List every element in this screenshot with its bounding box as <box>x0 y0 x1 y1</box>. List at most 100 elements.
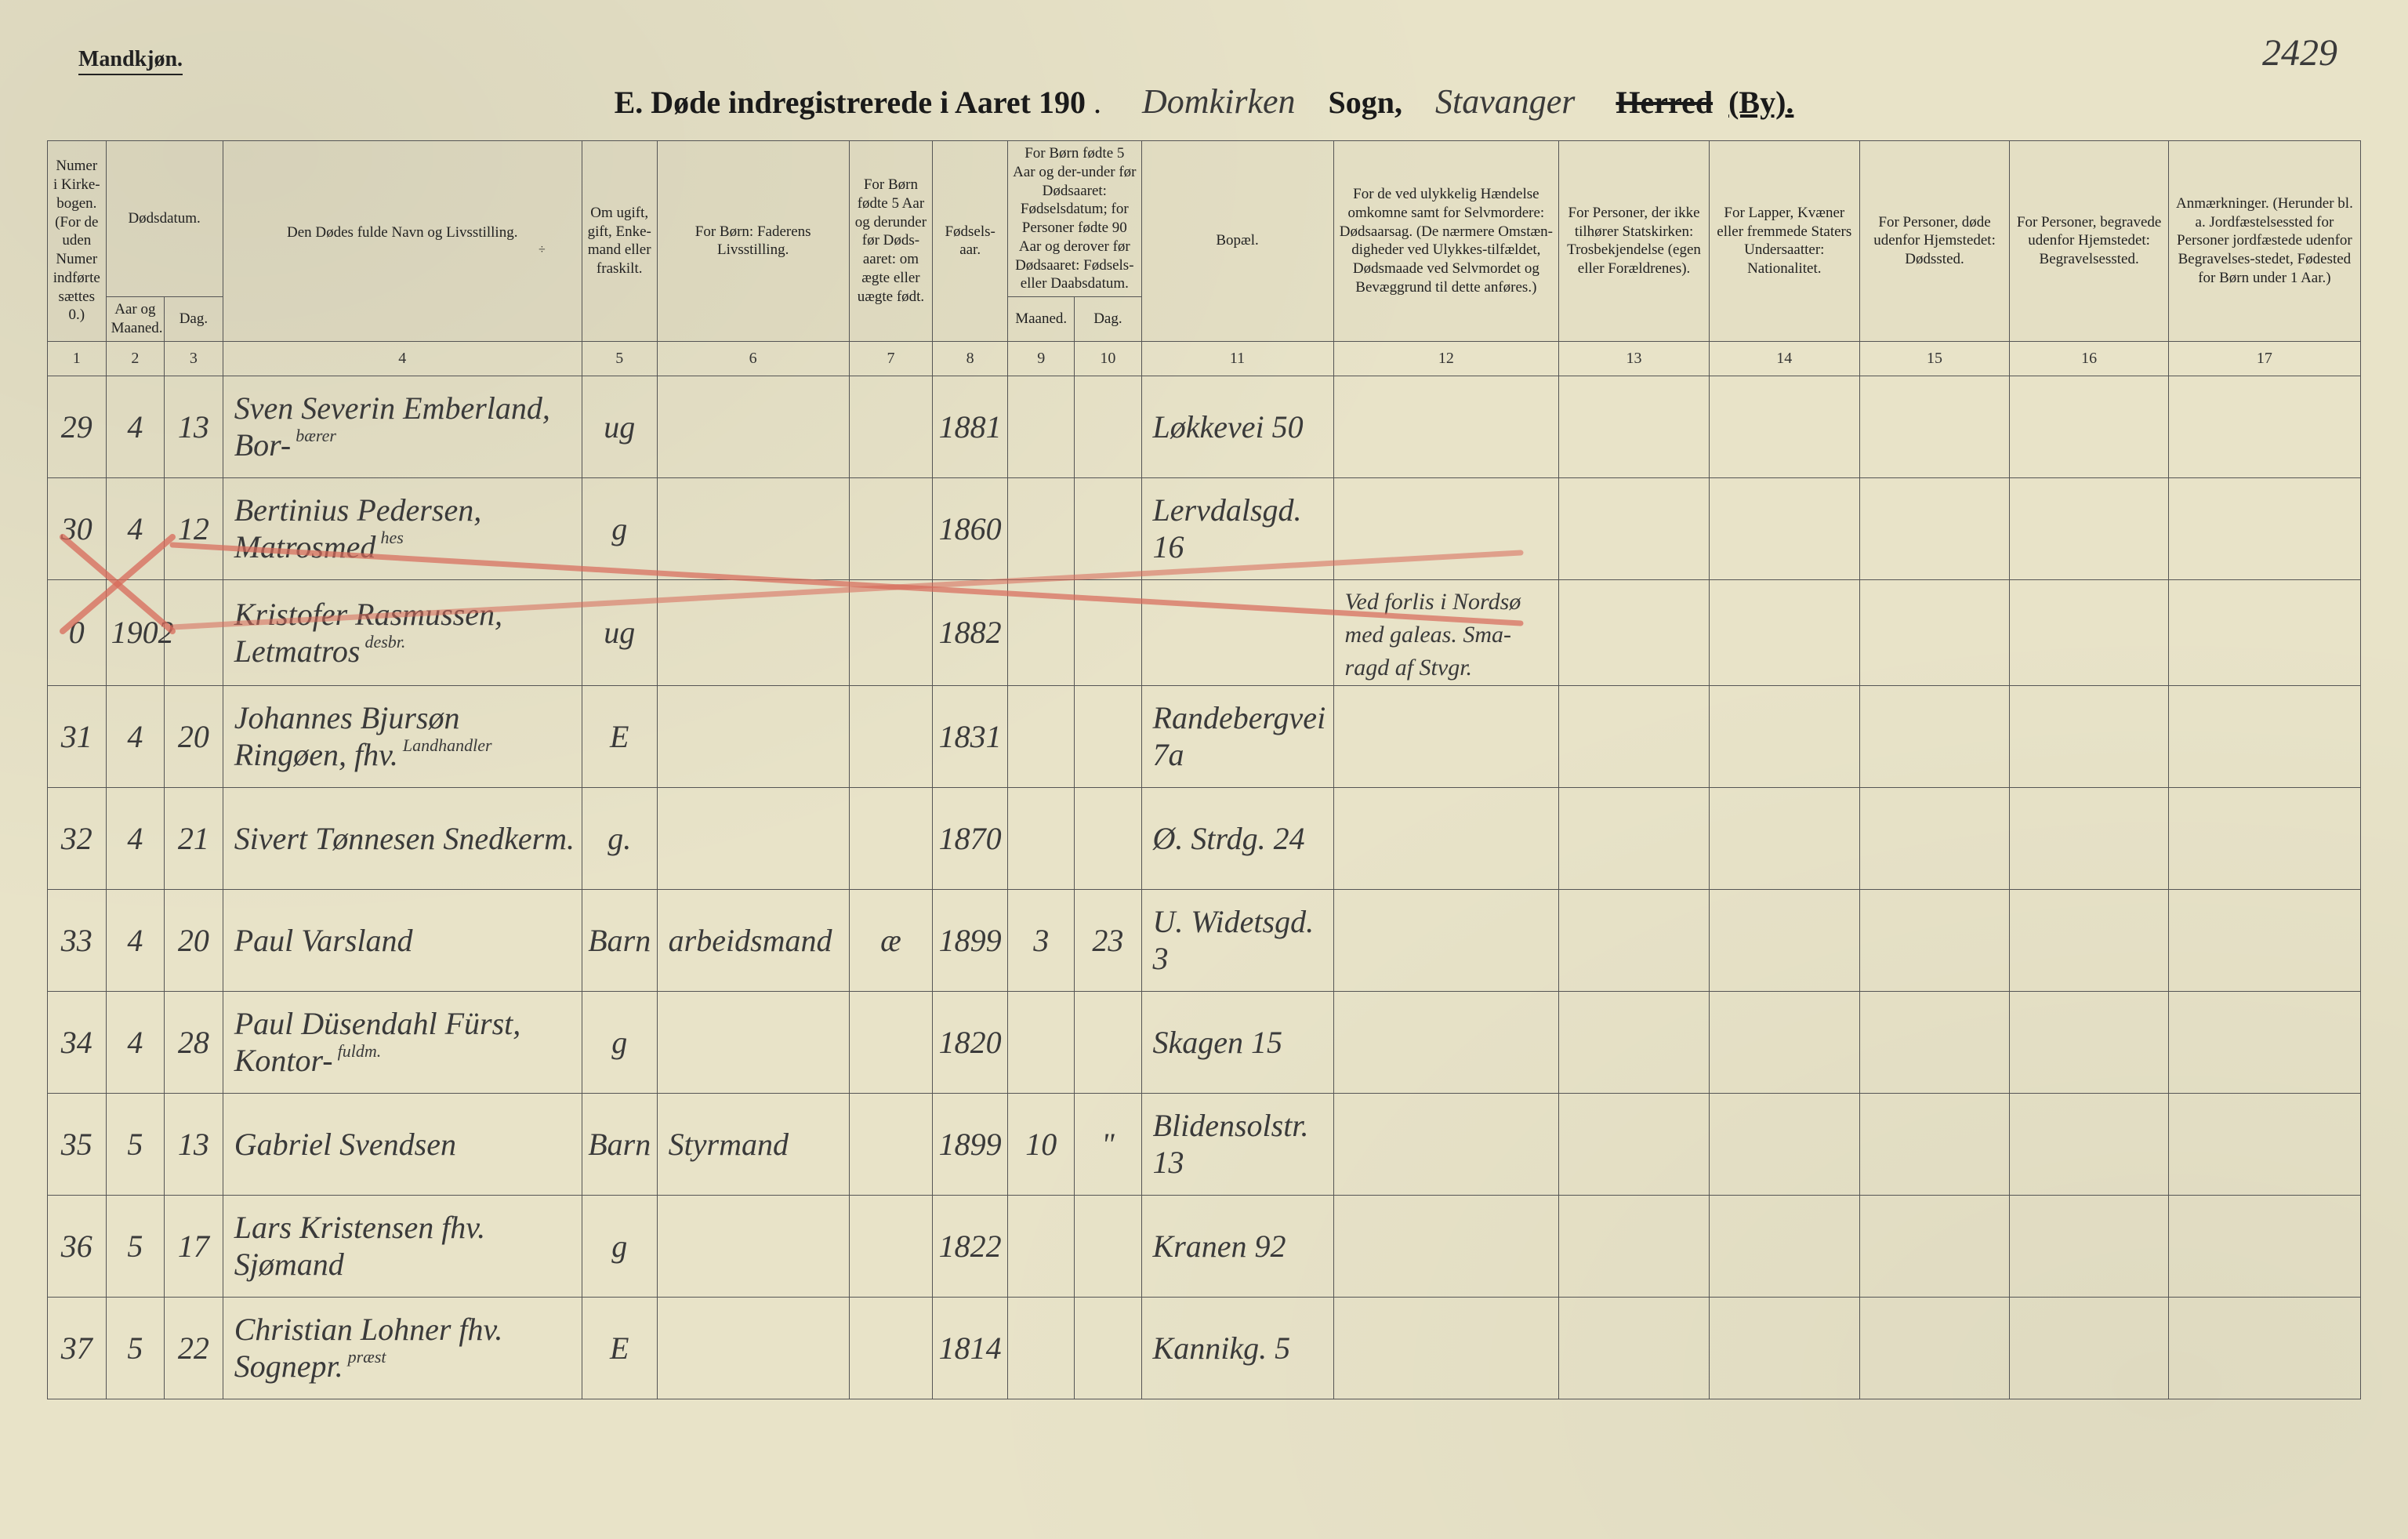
cell: 35 <box>48 1093 107 1195</box>
col-12-header: For de ved ulykkelig Hændelse omkomne sa… <box>1333 141 1559 342</box>
col-13-header: For Personer, der ikke tilhører Statskir… <box>1559 141 1710 342</box>
cell: Paul Varsland <box>223 889 582 991</box>
cell: 1831 <box>933 685 1008 787</box>
col-9-10-group-header: For Børn fødte 5 Aar og der-under før Dø… <box>1008 141 1141 297</box>
cell <box>1709 1195 1859 1297</box>
cell <box>1075 1297 1141 1399</box>
cell <box>1709 579 1859 685</box>
cell: 31 <box>48 685 107 787</box>
cell: 4 <box>106 991 165 1093</box>
cell <box>1559 1093 1710 1195</box>
cell <box>2010 685 2168 787</box>
cell: 36 <box>48 1195 107 1297</box>
column-number: 14 <box>1709 341 1859 376</box>
cell: Kannikg. 5 <box>1141 1297 1333 1399</box>
cell: Barn <box>582 1093 657 1195</box>
cell <box>849 787 933 889</box>
cell <box>2010 991 2168 1093</box>
cell: Johannes Bjursøn Ringøen, fhv.Landhandle… <box>223 685 582 787</box>
col-17-header: Anmærkninger. (Herunder bl. a. Jordfæste… <box>2168 141 2360 342</box>
cell: Randebergvei 7a <box>1141 685 1333 787</box>
col-14-header: For Lapper, Kvæner eller fremmede Stater… <box>1709 141 1859 342</box>
cell <box>657 1297 849 1399</box>
cell <box>657 579 849 685</box>
cell: Sven Severin Emberland, Bor-bærer <box>223 376 582 477</box>
column-number: 6 <box>657 341 849 376</box>
cell: 5 <box>106 1093 165 1195</box>
cell <box>849 477 933 579</box>
scanned-ledger-page: 2429 Mandkjøn. E. Døde indregistrerede i… <box>0 0 2408 1539</box>
cell <box>1333 1093 1559 1195</box>
cell: Blidensolstr. 13 <box>1141 1093 1333 1195</box>
column-number: 8 <box>933 341 1008 376</box>
cell <box>2168 579 2360 685</box>
cell <box>2168 477 2360 579</box>
column-number: 9 <box>1008 341 1075 376</box>
column-number: 10 <box>1075 341 1141 376</box>
ledger-table: Numer i Kirke-bogen. (For de uden Numer … <box>47 140 2361 1399</box>
cell: Barn <box>582 889 657 991</box>
cell <box>2168 787 2360 889</box>
table-row: 35513Gabriel SvendsenBarnStyrmand189910"… <box>48 1093 2361 1195</box>
col-3-header: Dag. <box>165 297 223 342</box>
table-row: 30412Bertinius Pedersen, Matrosmedhesg18… <box>48 477 2361 579</box>
column-numbers-row: 1234567891011121314151617 <box>48 341 2361 376</box>
cell: ug <box>582 376 657 477</box>
title-prefix: E. Døde indregistrerede i Aaret 190 <box>615 85 1086 120</box>
column-number: 2 <box>106 341 165 376</box>
cell <box>1075 477 1141 579</box>
cell: 12 <box>165 477 223 579</box>
cell <box>1559 376 1710 477</box>
cell <box>1333 787 1559 889</box>
cell <box>1859 376 2010 477</box>
col-8-header: Fødsels-aar. <box>933 141 1008 342</box>
cell <box>2168 685 2360 787</box>
cell <box>1709 1093 1859 1195</box>
cell <box>1008 685 1075 787</box>
column-number: 16 <box>2010 341 2168 376</box>
table-row: 32421Sivert Tønnesen Snedkerm.g.1870Ø. S… <box>48 787 2361 889</box>
cell <box>1859 477 2010 579</box>
cell <box>1859 685 2010 787</box>
column-number: 3 <box>165 341 223 376</box>
col-1-header: Numer i Kirke-bogen. (For de uden Numer … <box>48 141 107 342</box>
cell: 1882 <box>933 579 1008 685</box>
gender-label: Mandkjøn. <box>78 47 183 75</box>
cell: g <box>582 991 657 1093</box>
col-2-3-group-header: Dødsdatum. <box>106 141 223 297</box>
cell <box>2168 1195 2360 1297</box>
table-row: 29413Sven Severin Emberland, Bor-bærerug… <box>48 376 2361 477</box>
cell: arbeidsmand <box>657 889 849 991</box>
cell <box>2010 1297 2168 1399</box>
column-number: 4 <box>223 341 582 376</box>
cell: 10 <box>1008 1093 1075 1195</box>
cell: ug <box>582 579 657 685</box>
column-number: 11 <box>1141 341 1333 376</box>
cell <box>1559 477 1710 579</box>
col-6-header: For Børn: Faderens Livsstilling. <box>657 141 849 342</box>
cell: 1899 <box>933 889 1008 991</box>
cell <box>657 376 849 477</box>
cell <box>1333 991 1559 1093</box>
cell <box>849 579 933 685</box>
cell <box>2010 579 2168 685</box>
cell: U. Widetsgd. 3 <box>1141 889 1333 991</box>
cell: 28 <box>165 991 223 1093</box>
table-row: 33420Paul VarslandBarnarbeidsmandæ189932… <box>48 889 2361 991</box>
cell <box>1333 1297 1559 1399</box>
cell <box>1559 787 1710 889</box>
cell: 4 <box>106 889 165 991</box>
cell: Christian Lohner fhv. Sognepr.præst <box>223 1297 582 1399</box>
cell <box>1008 376 1075 477</box>
cell <box>2010 787 2168 889</box>
cell <box>1075 376 1141 477</box>
col-7-header: For Børn fødte 5 Aar og derunder før Død… <box>849 141 933 342</box>
cell <box>1709 1297 1859 1399</box>
cell: Skagen 15 <box>1141 991 1333 1093</box>
cell <box>1859 787 2010 889</box>
cell <box>1008 579 1075 685</box>
cell <box>657 685 849 787</box>
col-9-header: Maaned. <box>1008 297 1075 342</box>
table-row: 36517Lars Kristensen fhv. Sjømandg1822Kr… <box>48 1195 2361 1297</box>
column-number: 17 <box>2168 341 2360 376</box>
